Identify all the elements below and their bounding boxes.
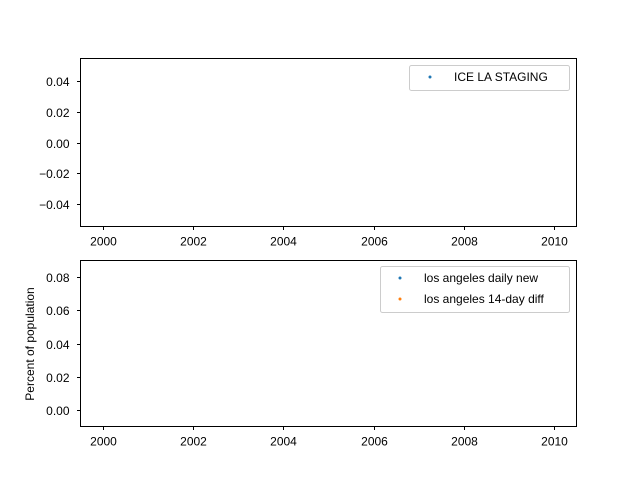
bottom-chart-legend-box bbox=[380, 266, 570, 313]
top-x-tick-label: 2002 bbox=[180, 235, 207, 249]
top-y-tick-label: −0.04 bbox=[39, 198, 70, 212]
bottom-x-tick-label: 2004 bbox=[270, 435, 297, 449]
top-x-tick-label: 2006 bbox=[361, 235, 388, 249]
bottom-chart-axes-frame bbox=[80, 260, 577, 427]
bottom-chart-ylabel: Percent of population bbox=[23, 287, 37, 400]
top-y-tick-label: 0.04 bbox=[46, 75, 70, 89]
top-y-tick-label: 0.00 bbox=[46, 137, 70, 151]
top-chart-legend-box bbox=[409, 65, 570, 91]
bottom-x-tick-label: 2000 bbox=[90, 435, 117, 449]
bottom-legend-marker-14-day-diff bbox=[398, 297, 402, 301]
bottom-x-tick-label: 2008 bbox=[451, 435, 478, 449]
top-legend-label-ice-la-staging: ICE LA STAGING bbox=[454, 70, 548, 84]
top-chart-legend: ICE LA STAGING bbox=[409, 65, 570, 91]
bottom-legend-marker-daily-new bbox=[398, 276, 402, 280]
top-x-tick-label: 2004 bbox=[270, 235, 297, 249]
top-y-tick-label: −0.02 bbox=[39, 167, 70, 181]
bottom-legend-label-daily-new: los angeles daily new bbox=[424, 271, 538, 285]
bottom-x-tick-label: 2002 bbox=[180, 435, 207, 449]
bottom-legend-label-14-day-diff: los angeles 14-day diff bbox=[424, 292, 545, 306]
bottom-chart-legend: los angeles daily new los angeles 14-day… bbox=[380, 266, 570, 313]
bottom-x-tick-label: 2006 bbox=[361, 435, 388, 449]
top-chart-ticks: 2000 2002 2004 2006 2008 2010 −0.04 −0.02 0.00 0.… bbox=[39, 75, 568, 249]
bottom-y-tick-label: 0.08 bbox=[46, 271, 70, 285]
top-x-tick-label: 2010 bbox=[541, 235, 568, 249]
bottom-x-tick-label: 2010 bbox=[541, 435, 568, 449]
bottom-chart-panel: Percent of population 2000 2002 2004 2006 20… bbox=[23, 260, 577, 449]
top-chart-panel: 2000 2002 2004 2006 2008 2010 −0.04 −0.02 0.00 0.… bbox=[39, 58, 577, 249]
bottom-chart-ticks: 2000 2002 2004 2006 2008 2010 0.00 0.02 0.04 0.06… bbox=[46, 271, 568, 449]
bottom-y-tick-label: 0.06 bbox=[46, 304, 70, 318]
top-x-tick-label: 2000 bbox=[90, 235, 117, 249]
bottom-y-tick-label: 0.02 bbox=[46, 371, 70, 385]
bottom-y-tick-label: 0.00 bbox=[46, 404, 70, 418]
top-chart-axes-frame bbox=[80, 58, 577, 227]
top-y-tick-label: 0.02 bbox=[46, 106, 70, 120]
bottom-y-tick-label: 0.04 bbox=[46, 338, 70, 352]
top-x-tick-label: 2008 bbox=[451, 235, 478, 249]
top-legend-marker-ice-la-staging bbox=[428, 75, 432, 79]
